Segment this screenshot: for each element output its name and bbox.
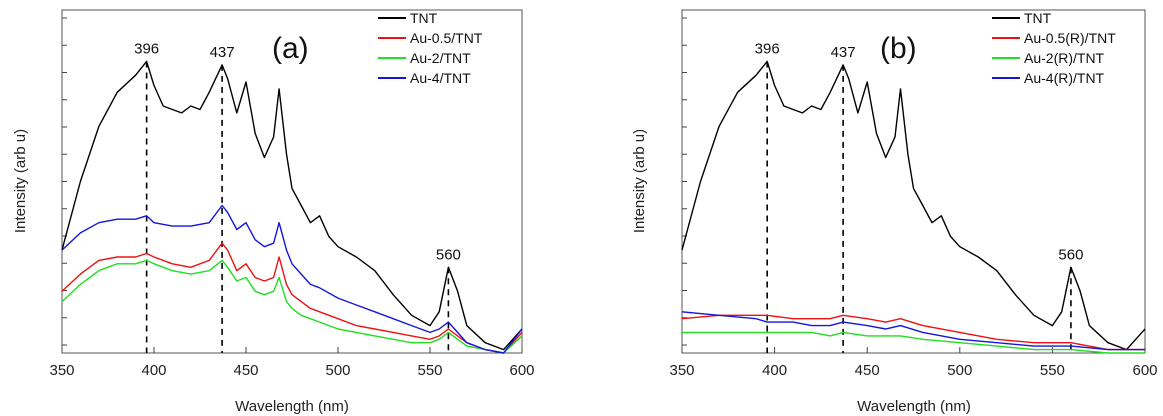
panel-b-peak-markers: 396 437 560 xyxy=(755,40,1083,353)
series-line-tnt xyxy=(681,60,1146,351)
panel-a-legend: TNT Au-0.5/TNT Au-2/TNT Au-4/TNT xyxy=(378,10,483,86)
panel-b-x-tick-labels: 350 400 450 500 550 600 xyxy=(669,362,1157,379)
peak-marker-label: 560 xyxy=(436,246,461,263)
panel-a-label: (a) xyxy=(272,32,309,65)
legend-label: Au-4(R)/TNT xyxy=(1024,70,1105,86)
series-line-au-0-5-tnt xyxy=(61,242,523,354)
x-tick-label: 400 xyxy=(762,362,787,379)
x-tick-label: 500 xyxy=(947,362,972,379)
panel-b: 350 400 450 500 550 600 396 437 560 (b) Wavelen… xyxy=(631,9,1158,415)
panel-a-y-axis-title: Intensity (arb u) xyxy=(12,129,29,233)
series-line-au-4-r-tnt xyxy=(681,311,1145,351)
legend-label: Au-0.5/TNT xyxy=(410,30,483,46)
legend-label: Au-4/TNT xyxy=(410,70,471,86)
series-line-au-4-tnt xyxy=(61,204,523,354)
series-line-au-2-tnt xyxy=(61,259,523,354)
panel-b-legend: TNT Au-0.5(R)/TNT Au-2(R)/TNT Au-4(R)/TNT xyxy=(992,10,1116,86)
series-line-au-2-r-tnt xyxy=(682,331,1145,354)
series-line-tnt xyxy=(61,60,523,351)
x-tick-label: 600 xyxy=(1132,362,1157,379)
legend-label: TNT xyxy=(410,10,438,26)
legend-label: Au-0.5(R)/TNT xyxy=(1024,30,1116,46)
x-tick-label: 450 xyxy=(233,362,258,379)
x-tick-label: 400 xyxy=(141,362,166,379)
legend-label: Au-2/TNT xyxy=(410,50,471,66)
legend-label: TNT xyxy=(1024,10,1052,26)
peak-marker-label: 396 xyxy=(134,40,159,57)
x-tick-label: 500 xyxy=(325,362,350,379)
panel-a-peak-markers: 396 437 560 xyxy=(134,40,461,353)
x-tick-label: 550 xyxy=(1040,362,1065,379)
peak-marker-label: 437 xyxy=(831,44,856,61)
series-line-au-0-5-r-tnt xyxy=(681,314,1145,351)
x-tick-label: 350 xyxy=(669,362,694,379)
peak-marker-label: 437 xyxy=(210,44,235,61)
panel-b-y-axis-title: Intensity (arb u) xyxy=(631,129,648,233)
x-tick-label: 350 xyxy=(49,362,74,379)
x-tick-label: 600 xyxy=(509,362,534,379)
panel-a-x-tick-labels: 350 400 450 500 550 600 xyxy=(49,362,534,379)
panel-b-x-axis-title: Wavelength (nm) xyxy=(857,398,971,415)
panel-a-series xyxy=(61,60,523,354)
panel-b-series xyxy=(681,60,1146,354)
panel-b-label: (b) xyxy=(880,32,917,65)
peak-marker-label: 560 xyxy=(1058,246,1083,263)
panel-a-x-axis-title: Wavelength (nm) xyxy=(235,398,349,415)
x-tick-label: 550 xyxy=(417,362,442,379)
legend-label: Au-2(R)/TNT xyxy=(1024,50,1105,66)
panel-a: 350 400 450 500 550 600 396 437 560 (a) Wavelen… xyxy=(12,9,535,415)
x-tick-label: 450 xyxy=(855,362,880,379)
peak-marker-label: 396 xyxy=(755,40,780,57)
